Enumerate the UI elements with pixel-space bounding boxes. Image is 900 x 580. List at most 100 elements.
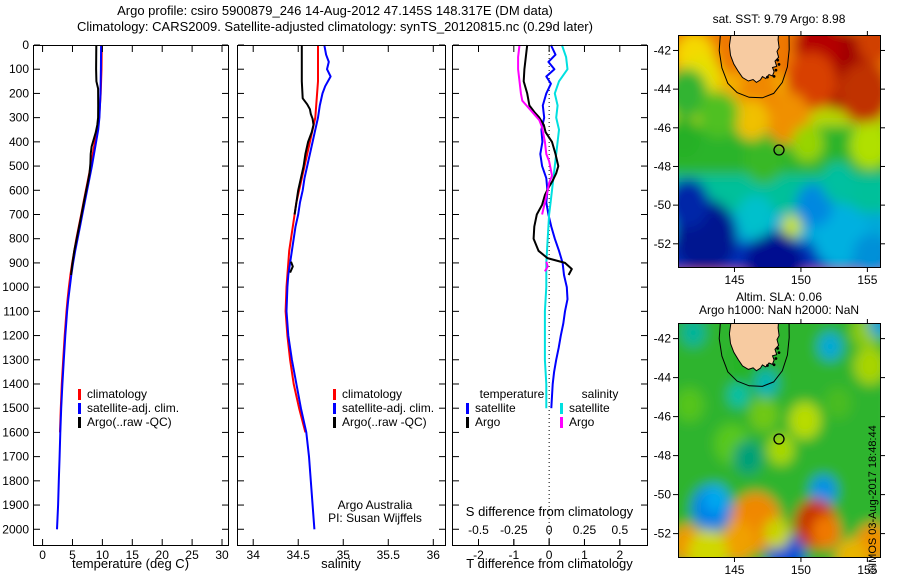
legend-color-bar <box>333 403 336 414</box>
legend-item: Argo(..raw -QC) <box>333 416 434 429</box>
tick-label: 500 <box>9 159 29 173</box>
tick-label: 35.5 <box>377 548 401 562</box>
legend-color-bar <box>78 403 81 414</box>
legend-label: satellite-adj. clim. <box>87 401 180 415</box>
legend-color-bar <box>466 417 469 428</box>
tick-label: 10 <box>96 548 110 562</box>
temperature-legend: climatology satellite-adj. clim. Argo(..ra… <box>78 388 179 430</box>
tdiff-legend: temperature satellite Argo <box>466 388 558 430</box>
legend-item: climatology <box>333 388 434 401</box>
tick-label: -42 <box>654 332 672 346</box>
series-satellite-adj-clim <box>285 44 332 530</box>
tick-label: 1300 <box>2 353 29 367</box>
station-marker <box>773 433 785 445</box>
tick-label: 1000 <box>2 280 29 294</box>
legend-label: Argo <box>569 415 595 429</box>
legend-item: satellite-adj. clim. <box>78 402 179 415</box>
tick-label: 300 <box>9 111 29 125</box>
tick-label: 0.25 <box>573 523 597 537</box>
salinity-legend: climatology satellite-adj. clim. Argo(..ra… <box>333 388 434 430</box>
tick-label: 1800 <box>2 474 29 488</box>
tick-label: -0.25 <box>500 523 528 537</box>
tick-label: 1900 <box>2 498 29 512</box>
difference-panel: -2 -1 0 1 2 -0.5 -0.25 0 0.25 0.5 <box>452 44 648 562</box>
tick-label: 145 <box>724 563 744 577</box>
tick-label: 155 <box>857 273 877 287</box>
tick-label: -1 <box>508 548 519 562</box>
series-s-argo <box>517 44 553 215</box>
series-climatology <box>59 44 103 433</box>
tick-label: 200 <box>9 86 29 100</box>
legend-color-bar <box>466 403 469 414</box>
tick-label: 155 <box>857 563 877 577</box>
tick-label: 36 <box>427 548 441 562</box>
series-satellite-adj-clim <box>56 44 103 530</box>
tick-label: 150 <box>791 273 811 287</box>
tick-label: 800 <box>9 232 29 246</box>
tick-label: 20 <box>156 548 170 562</box>
tick-label: 1500 <box>2 401 29 415</box>
legend-color-bar <box>560 417 563 428</box>
tick-label: -50 <box>654 198 672 212</box>
tick-label: -44 <box>654 82 672 96</box>
tick-label: -42 <box>654 43 672 57</box>
legend-color-bar <box>78 417 81 428</box>
tick-label: 900 <box>9 256 29 270</box>
tick-label: 35 <box>337 548 351 562</box>
temperature-axis-label: temperature (deg C) <box>71 556 190 571</box>
coastal-contour <box>718 35 790 99</box>
sdiff-legend: salinity satellite Argo <box>560 388 640 430</box>
sst-map <box>678 35 880 267</box>
series-t-argo <box>522 44 573 276</box>
legend-color-bar <box>333 389 336 400</box>
sla-map <box>678 323 880 557</box>
legend-item: Argo <box>466 416 558 429</box>
legend-item: climatology <box>78 388 179 401</box>
tick-label: 0 <box>22 38 29 52</box>
tdiff-axis-label: T difference from climatology <box>466 556 633 571</box>
series-argo-raw <box>293 45 315 215</box>
tick-label: 1100 <box>3 304 29 318</box>
salinity-frame <box>237 45 446 546</box>
series-climatology <box>284 45 319 433</box>
tick-label: 0 <box>546 548 553 562</box>
tick-label: 0.5 <box>611 523 628 537</box>
tick-label: 1200 <box>2 329 29 343</box>
temperature-panel: 0 5 10 15 20 25 300100200300400500600700800900… <box>2 38 229 562</box>
legend-label: Argo(..raw -QC) <box>342 415 427 429</box>
figure-title-line1: Argo profile: csiro 5900879_246 14-Aug-2… <box>117 3 553 18</box>
salinity-panel: 34 34.5 35 35.5 36 <box>237 44 446 562</box>
sla-map-title-line1: Altim. SLA: 0.06 <box>735 290 823 304</box>
tick-label: -50 <box>654 488 672 502</box>
tick-label: 34.5 <box>287 548 311 562</box>
tick-label: 15 <box>126 548 140 562</box>
argo-australia-note: Argo Australia <box>337 498 413 512</box>
tick-label: 30 <box>215 548 229 562</box>
tick-label: 400 <box>9 135 29 149</box>
legend-item: Argo(..raw -QC) <box>78 416 179 429</box>
sla-map-title-line2: Argo h1000: NaN h2000: NaN <box>698 303 860 317</box>
tick-label: 0 <box>39 548 46 562</box>
islet-dot <box>776 346 780 350</box>
tick-label: -2 <box>473 548 484 562</box>
salinity-axis-label: salinity <box>321 556 361 571</box>
series-s-argo-deep <box>544 261 549 272</box>
legend-item: satellite <box>466 402 558 415</box>
series-s-satellite <box>543 44 569 409</box>
legend-label: satellite <box>475 401 516 415</box>
sst-map-axes: 145 150 155 -42 -44 -46 -48 -50 -52 <box>654 31 885 287</box>
sst-map-title: sat. SST: 9.79 Argo: 8.98 <box>712 12 846 26</box>
copyright-stamp: ©IMOS 03-Aug-2017 18:48:44 <box>867 425 879 574</box>
legend-label: satellite <box>569 401 610 415</box>
sla-map-axes: 145 150 155 -42 -44 -46 -48 -50 -52 <box>654 319 885 577</box>
series-argo-raw <box>70 44 100 276</box>
legend-item: Argo <box>560 416 640 429</box>
sdiff-legend-header: salinity <box>581 387 619 401</box>
tick-label: 700 <box>9 207 29 221</box>
tick-label: -46 <box>654 410 672 424</box>
islet-dot <box>766 364 769 367</box>
tick-label: -0.5 <box>468 523 489 537</box>
islet-dot <box>777 62 781 66</box>
legend-item: satellite <box>560 402 640 415</box>
